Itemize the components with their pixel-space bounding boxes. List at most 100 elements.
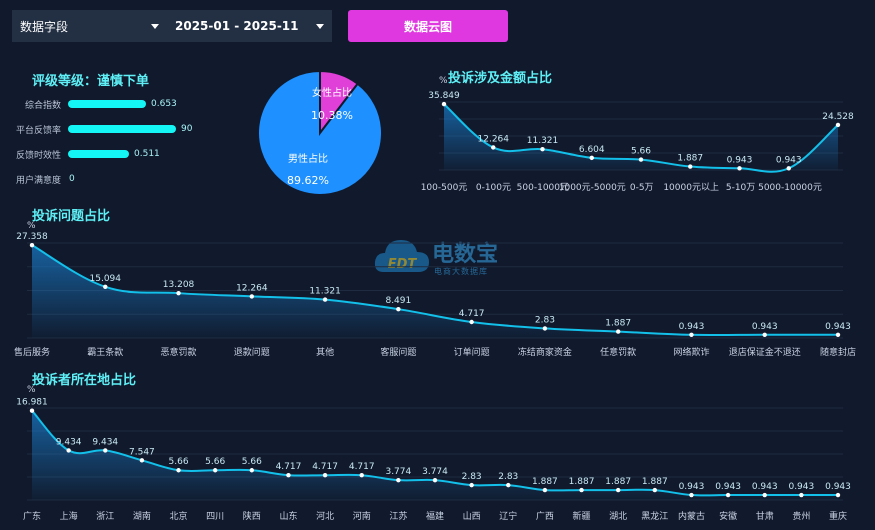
category-label: 甘肃 <box>756 510 774 522</box>
data-point <box>103 284 108 289</box>
data-point <box>139 458 145 463</box>
chart-unit: % <box>27 221 36 231</box>
category-label: 广西 <box>536 510 554 522</box>
data-point <box>359 473 364 478</box>
category-label: 客服问题 <box>380 346 416 358</box>
data-label: 6.604 <box>579 145 605 155</box>
category-label: 湖北 <box>609 511 627 522</box>
watermark-brand: 电数宝 <box>432 242 499 267</box>
data-label: 0.943 <box>679 322 705 332</box>
data-label: 4.717 <box>276 462 302 472</box>
category-label: 新疆 <box>573 510 591 522</box>
data-label: 27.358 <box>16 232 48 242</box>
data-point <box>589 155 594 161</box>
data-point <box>103 448 108 453</box>
field-select[interactable]: 数据字段 <box>12 10 167 42</box>
data-label: 0.943 <box>752 482 778 492</box>
category-label: 辽宁 <box>499 510 517 522</box>
data-point <box>29 242 35 248</box>
data-point <box>615 329 621 334</box>
rating-value: 0 <box>69 174 75 184</box>
data-point <box>249 294 255 299</box>
data-label: 5.66 <box>169 457 189 467</box>
chart-title: 投诉问题占比 <box>32 208 110 224</box>
data-point <box>652 487 658 493</box>
category-label: 5000-10000元 <box>758 183 822 193</box>
area-fill <box>32 245 838 338</box>
data-point <box>737 166 742 171</box>
category-label: 冻结商家资金 <box>518 346 572 358</box>
rating-row: 反馈时效性 0.511 <box>10 147 160 161</box>
data-label: 9.434 <box>92 437 118 447</box>
data-label: 1.887 <box>642 477 668 487</box>
rating-row: 综合指数 0.653 <box>10 97 177 111</box>
cloud-logo-icon: EDT <box>374 240 429 272</box>
category-label: 山东 <box>279 510 297 522</box>
data-point <box>29 408 35 413</box>
category-label: 1000元-5000元 <box>559 183 626 193</box>
category-label: 100-500元 <box>421 183 468 193</box>
data-label: 12.264 <box>236 283 268 293</box>
data-point <box>688 164 693 169</box>
data-point <box>542 326 548 331</box>
series-line <box>31 244 838 337</box>
data-label: 3.774 <box>422 467 448 477</box>
data-label: 35.849 <box>428 91 460 101</box>
data-label: 0.943 <box>679 482 705 492</box>
data-label: 16.981 <box>16 398 48 408</box>
chart-title: 投诉涉及金额占比 <box>448 70 552 86</box>
data-point <box>615 487 621 493</box>
pie-slice <box>257 69 383 196</box>
data-point <box>491 145 496 150</box>
data-label: 0.943 <box>752 322 778 332</box>
field-select-value: 数据字段 <box>20 19 69 34</box>
data-point <box>762 492 767 498</box>
category-label: 0-5万 <box>630 183 654 193</box>
data-label: 1.887 <box>605 477 631 487</box>
data-point <box>249 468 255 473</box>
rating-bar <box>68 150 129 158</box>
data-label: 0.943 <box>727 155 753 165</box>
data-point <box>322 297 328 302</box>
category-label: 上海 <box>60 510 78 522</box>
data-point <box>66 448 71 453</box>
data-cloud-button[interactable]: 数据云图 <box>348 10 508 42</box>
data-point <box>506 482 511 488</box>
chevron-down-icon <box>316 23 324 29</box>
data-label: 2.83 <box>462 472 482 482</box>
category-label: 山西 <box>463 511 481 522</box>
data-point <box>212 468 218 473</box>
data-point <box>469 482 474 488</box>
pie-slice-value: 89.62% <box>287 174 329 187</box>
rating-value: 0.511 <box>134 149 160 159</box>
data-point <box>835 332 841 338</box>
data-label: 0.943 <box>825 322 851 332</box>
category-label: 安徽 <box>719 510 737 522</box>
data-point <box>286 473 291 478</box>
category-label: 订单问题 <box>454 346 490 358</box>
category-label: 内蒙古 <box>678 510 705 522</box>
data-point <box>786 166 791 171</box>
data-point <box>322 473 328 478</box>
category-label: 江苏 <box>389 510 407 522</box>
data-label: 0.943 <box>825 482 851 492</box>
data-point <box>835 492 841 498</box>
date-range-select[interactable]: 2025-01 - 2025-11 <box>167 10 332 42</box>
data-point <box>176 468 181 473</box>
data-point <box>579 487 584 493</box>
area-fill <box>32 410 838 500</box>
data-label: 3.774 <box>385 467 411 477</box>
rating-value: 90 <box>181 124 193 134</box>
category-label: 黑龙江 <box>641 510 668 522</box>
data-point <box>689 492 694 498</box>
watermark-sub: 电商大数据库 <box>434 267 488 276</box>
rating-bar <box>68 100 146 108</box>
data-point <box>469 319 474 325</box>
data-label: 8.491 <box>385 296 411 306</box>
data-label: 15.094 <box>90 274 122 284</box>
data-point <box>176 290 181 296</box>
category-label: 恶意罚款 <box>161 346 197 358</box>
rating-label: 用户满意度 <box>15 175 61 186</box>
pie-slice-value: 10.38% <box>311 109 353 122</box>
category-label: 霸王条款 <box>87 346 123 358</box>
